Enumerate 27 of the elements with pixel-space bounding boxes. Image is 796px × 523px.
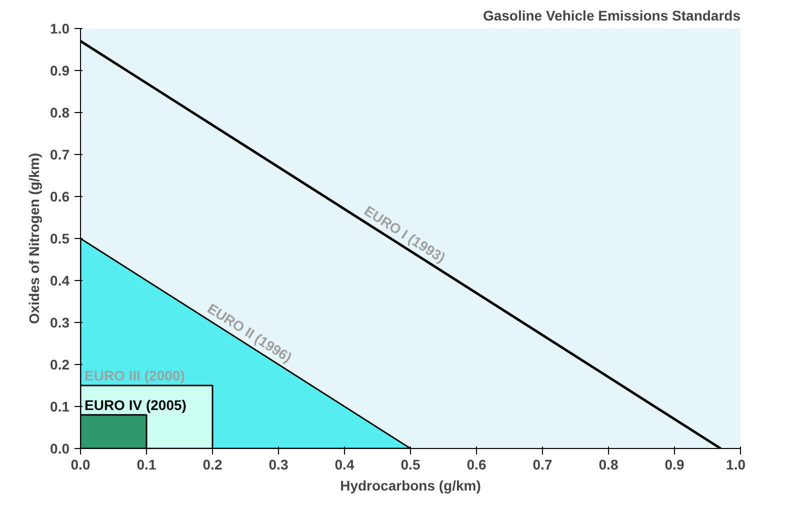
x-tick-label: 0.8 xyxy=(598,456,618,472)
y-axis-title: Oxides of Nitrogen (g/km) xyxy=(26,152,42,324)
series-label: EURO IV (2005) xyxy=(84,396,186,413)
x-axis-title: Hydrocarbons (g/km) xyxy=(340,478,481,494)
y-tick-label: 0.5 xyxy=(50,230,70,246)
x-tick-label: 0.2 xyxy=(202,456,222,472)
x-tick-label: 0.0 xyxy=(70,456,90,472)
y-tick-label: 0.4 xyxy=(50,272,70,288)
y-tick-label: 0.8 xyxy=(50,104,70,120)
x-tick-label: 1.0 xyxy=(726,456,746,472)
y-tick-label: 0.3 xyxy=(50,314,70,330)
y-tick-label: 0.1 xyxy=(50,398,70,414)
x-tick-label: 0.1 xyxy=(136,456,156,472)
y-tick-label: 0.7 xyxy=(50,146,70,162)
x-tick-label: 0.6 xyxy=(466,456,486,472)
y-tick-label: 0.0 xyxy=(50,440,70,456)
series-label: EURO III (2000) xyxy=(84,368,185,384)
x-tick-label: 0.9 xyxy=(664,456,684,472)
y-tick-label: 0.6 xyxy=(50,188,70,204)
x-tick-label: 0.3 xyxy=(268,456,288,472)
x-tick-label: 0.4 xyxy=(334,456,354,472)
y-tick-label: 1.0 xyxy=(50,20,70,36)
x-tick-label: 0.5 xyxy=(400,456,420,472)
x-tick-label: 0.7 xyxy=(532,456,552,472)
y-tick-label: 0.9 xyxy=(50,62,70,78)
chart-title: Gasoline Vehicle Emissions Standards xyxy=(482,8,741,24)
y-tick-label: 0.2 xyxy=(50,356,70,372)
